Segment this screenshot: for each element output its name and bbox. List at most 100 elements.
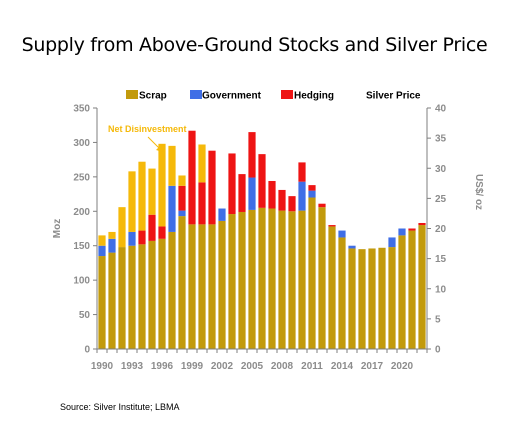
bar-hedging-2008 bbox=[278, 189, 286, 211]
bar-scrap-2008 bbox=[278, 210, 286, 349]
y-axis-title: Moz bbox=[52, 219, 63, 238]
bar-scrap-2009 bbox=[288, 211, 296, 349]
y-tick-label: 150 bbox=[73, 241, 90, 252]
bar-scrap-2011 bbox=[308, 197, 316, 349]
bar-government-1991 bbox=[108, 238, 116, 253]
bar-government-2011 bbox=[308, 190, 316, 198]
bar-scrap-2017 bbox=[368, 248, 376, 349]
y-tick-label: 200 bbox=[73, 207, 90, 218]
bar-net-disinvestment-1990 bbox=[98, 235, 106, 246]
x-tick-label: 2008 bbox=[271, 361, 294, 372]
bar-scrap-2019 bbox=[388, 247, 396, 349]
y2-tick-label: 30 bbox=[435, 164, 447, 175]
bar-hedging-1994 bbox=[138, 230, 146, 245]
bar-net-disinvestment-1995 bbox=[148, 168, 156, 215]
bar-government-2014 bbox=[338, 230, 346, 238]
bar-net-disinvestment-1997 bbox=[168, 145, 176, 186]
y2-tick-label: 5 bbox=[435, 314, 441, 325]
bar-government-2019 bbox=[388, 237, 396, 248]
bar-hedging-2001 bbox=[208, 150, 216, 225]
bar-government-2002 bbox=[218, 208, 226, 221]
bar-hedging-2022 bbox=[418, 222, 426, 226]
bar-scrap-2013 bbox=[328, 226, 336, 349]
bar-scrap-2005 bbox=[248, 209, 256, 349]
bar-scrap-1994 bbox=[138, 244, 146, 349]
bar-scrap-2022 bbox=[418, 225, 426, 349]
bar-scrap-2002 bbox=[218, 220, 226, 349]
bar-hedging-1999 bbox=[188, 130, 196, 225]
bar-scrap-2007 bbox=[268, 208, 276, 349]
bar-scrap-2000 bbox=[198, 224, 206, 349]
bar-government-2010 bbox=[298, 181, 306, 211]
chart-title: Supply from Above-Ground Stocks and Silv… bbox=[21, 34, 488, 56]
bar-scrap-1996 bbox=[158, 238, 166, 349]
bar-scrap-2012 bbox=[318, 207, 326, 349]
bar-government-2020 bbox=[398, 228, 406, 236]
y-tick-label: 300 bbox=[73, 138, 90, 149]
bar-hedging-2005 bbox=[248, 132, 256, 178]
bar-net-disinvestment-1996 bbox=[158, 143, 166, 227]
source-note: Source: Silver Institute; LBMA bbox=[60, 402, 180, 412]
y2-tick-label: 35 bbox=[435, 134, 447, 145]
bar-scrap-2021 bbox=[408, 230, 416, 349]
y2-axis-title: US$/ oz bbox=[473, 174, 484, 210]
bar-scrap-1997 bbox=[168, 231, 176, 349]
bar-hedging-2010 bbox=[298, 162, 306, 182]
bar-government-1993 bbox=[128, 231, 136, 246]
bar-net-disinvestment-1998 bbox=[178, 175, 186, 186]
bar-hedging-2000 bbox=[198, 182, 206, 225]
bar-hedging-1996 bbox=[158, 226, 166, 239]
bar-scrap-2004 bbox=[238, 211, 246, 349]
annotation-arrow-head bbox=[156, 145, 163, 152]
bar-hedging-2013 bbox=[328, 225, 336, 227]
bar-hedging-2007 bbox=[268, 180, 276, 209]
y2-tick-label: 20 bbox=[435, 224, 447, 235]
bar-scrap-1990 bbox=[98, 256, 106, 349]
legend-label-government: Government bbox=[202, 91, 262, 102]
bar-net-disinvestment-1994 bbox=[138, 161, 146, 231]
bar-hedging-1995 bbox=[148, 214, 156, 241]
legend-label-silver-price: Silver Price bbox=[366, 91, 421, 102]
y2-tick-label: 40 bbox=[435, 104, 447, 115]
bar-government-2015 bbox=[348, 245, 356, 249]
y-tick-label: 250 bbox=[73, 172, 90, 183]
bar-scrap-2001 bbox=[208, 224, 216, 349]
bar-scrap-2010 bbox=[298, 210, 306, 349]
x-tick-label: 1993 bbox=[121, 361, 144, 372]
bar-hedging-2006 bbox=[258, 154, 266, 208]
y2-tick-label: 0 bbox=[435, 345, 441, 356]
legend-swatch-scrap bbox=[126, 90, 138, 99]
x-tick-label: 2014 bbox=[331, 361, 354, 372]
bar-scrap-1999 bbox=[188, 224, 196, 349]
x-tick-label: 2005 bbox=[241, 361, 264, 372]
bar-government-2005 bbox=[248, 177, 256, 210]
bar-scrap-2018 bbox=[378, 247, 386, 349]
axes: 0 50 100 150 200 250 300 350 0 5 10 15 20 25 30 35 40 199… bbox=[52, 104, 484, 373]
bar-scrap-1995 bbox=[148, 240, 156, 349]
x-tick-label: 1999 bbox=[181, 361, 204, 372]
annotations: Net Disinvestment bbox=[108, 124, 187, 152]
bar-scrap-1993 bbox=[128, 245, 136, 349]
bar-hedging-2004 bbox=[238, 174, 246, 212]
x-tick-label: 2011 bbox=[301, 361, 323, 372]
bar-scrap-2003 bbox=[228, 214, 236, 349]
x-tick-label: 2002 bbox=[211, 361, 234, 372]
x-tick-label: 1990 bbox=[91, 361, 114, 372]
bar-government-1998 bbox=[178, 210, 186, 217]
bar-hedging-2009 bbox=[288, 196, 296, 212]
bar-hedging-2003 bbox=[228, 153, 236, 215]
bar-hedging-1998 bbox=[178, 185, 186, 211]
bar-government-1990 bbox=[98, 245, 106, 257]
legend-swatch-government bbox=[190, 90, 202, 99]
legend-swatch-hedging bbox=[281, 90, 293, 99]
bar-scrap-2016 bbox=[358, 249, 366, 349]
annotation-net-disinvestment: Net Disinvestment bbox=[108, 124, 187, 134]
bar-scrap-2006 bbox=[258, 207, 266, 349]
bar-scrap-2014 bbox=[338, 237, 346, 349]
y2-tick-label: 10 bbox=[435, 284, 447, 295]
y2-tick-label: 25 bbox=[435, 194, 447, 205]
x-tick-label: 2017 bbox=[361, 361, 384, 372]
legend-label-scrap: Scrap bbox=[139, 91, 167, 102]
y-tick-label: 0 bbox=[84, 345, 90, 356]
